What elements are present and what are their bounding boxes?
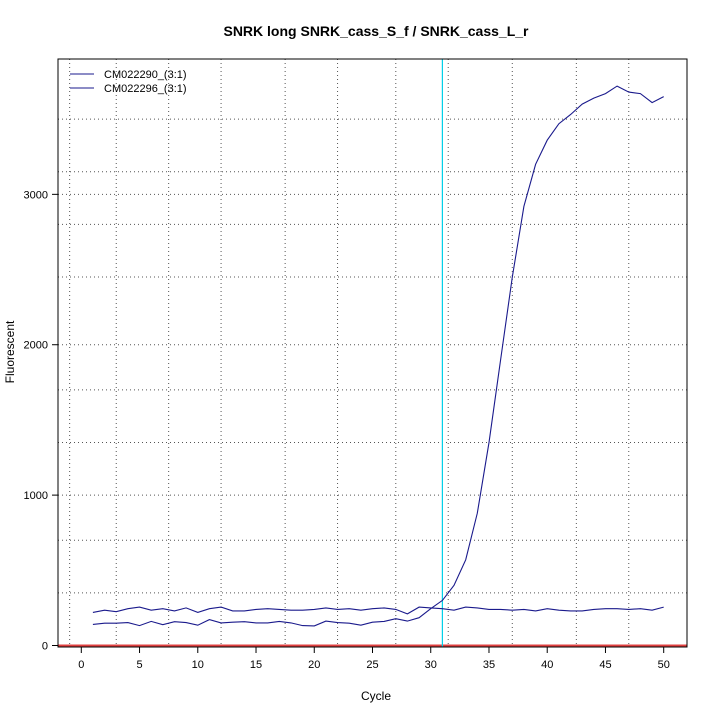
axis-ticks: 0 5 10 15 20 25 30 35 40 45 50 0 1000 2000 3000 xyxy=(24,189,670,671)
chart-title: SNRK long SNRK_cass_S_f / SNRK_cass_L_r xyxy=(223,23,529,39)
gridlines xyxy=(58,59,687,647)
x-tick-label: 0 xyxy=(78,659,84,671)
series-line-1 xyxy=(92,606,664,615)
x-tick-label: 35 xyxy=(483,659,495,671)
y-tick-label: 1000 xyxy=(24,490,48,502)
x-axis-label: Cycle xyxy=(361,689,391,703)
legend-label-1: CM022290_(3:1) xyxy=(104,69,187,81)
reference-lines xyxy=(58,59,687,647)
legend-label-2: CM022296_(3:1) xyxy=(104,83,187,95)
x-tick-label: 15 xyxy=(250,659,262,671)
series-line-2 xyxy=(92,85,664,627)
series-lines xyxy=(92,85,664,627)
x-tick-label: 40 xyxy=(541,659,553,671)
y-axis-label: Fluorescent xyxy=(3,320,17,383)
plot-frame xyxy=(57,58,688,648)
x-tick-label: 5 xyxy=(136,659,142,671)
x-tick-label: 10 xyxy=(192,659,204,671)
x-tick-label: 20 xyxy=(308,659,320,671)
x-tick-label: 25 xyxy=(366,659,378,671)
y-tick-label: 3000 xyxy=(24,189,48,201)
x-tick-label: 45 xyxy=(599,659,611,671)
y-tick-label: 2000 xyxy=(24,340,48,352)
legend: CM022290_(3:1) CM022296_(3:1) xyxy=(70,69,187,95)
y-tick-label: 0 xyxy=(42,640,48,652)
x-tick-label: 30 xyxy=(425,659,437,671)
x-tick-label: 50 xyxy=(658,659,670,671)
